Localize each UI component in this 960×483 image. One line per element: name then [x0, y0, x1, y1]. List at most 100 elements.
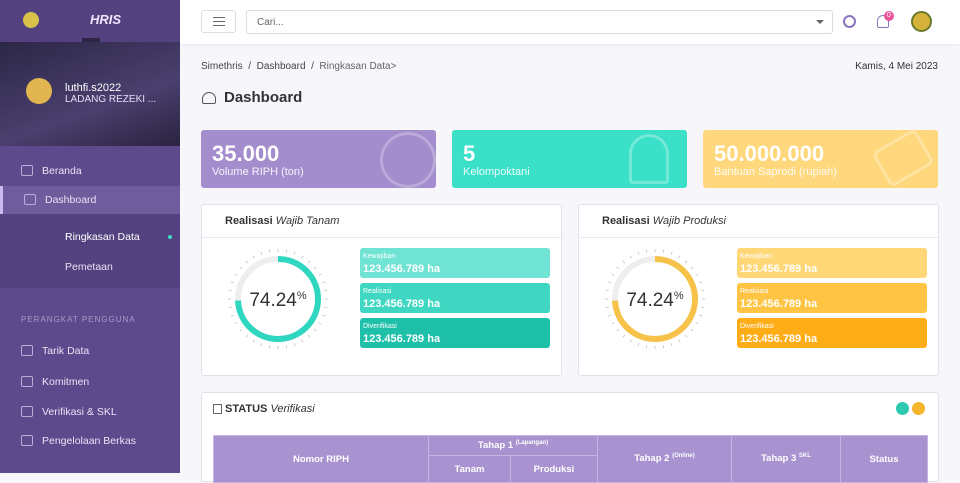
gauge-tick	[611, 273, 615, 276]
gauge-tick	[301, 255, 304, 259]
search-box[interactable]: Cari...	[246, 10, 833, 34]
th: Status	[840, 435, 928, 483]
th: Tahap 1 (Lapangan)	[428, 435, 598, 456]
settings-icon[interactable]	[843, 15, 856, 28]
menu-item[interactable]: Komitmen	[0, 368, 180, 396]
decor	[21, 376, 33, 387]
section-title: PERANGKAT PENGGUNA	[21, 315, 136, 324]
text: Tahap 3	[761, 453, 797, 465]
metric-label: Diverifikasi	[740, 323, 774, 330]
notification-icon[interactable]	[877, 15, 889, 28]
gauge-arc	[612, 256, 698, 342]
gauge-tick	[321, 281, 326, 284]
gauge-tick	[239, 266, 243, 270]
th: Tanam	[428, 455, 511, 483]
decor	[168, 235, 172, 239]
gauge-tick	[301, 339, 304, 343]
menu-item[interactable]: Beranda	[0, 157, 180, 185]
fullscreen-button[interactable]	[912, 402, 925, 415]
gauge-tick	[684, 260, 688, 264]
gauge-tick	[293, 342, 296, 347]
gauge-tick	[324, 289, 328, 292]
menu-label: Beranda	[42, 165, 82, 177]
gauge-tick	[701, 306, 705, 309]
gauge-tick	[662, 249, 665, 253]
menu-item[interactable]: Pengelolaan Berkas	[0, 427, 180, 455]
search-placeholder: Cari...	[257, 17, 284, 28]
gauge-tick	[285, 249, 288, 253]
crumb[interactable]: Simethris	[201, 61, 243, 72]
menu-item[interactable]: Verifikasi & SKL	[0, 398, 180, 426]
submenu: Ringkasan Data Pemetaan	[0, 214, 180, 288]
gauge-tick	[228, 289, 232, 292]
gauge-tick	[629, 339, 632, 343]
decor	[871, 128, 935, 188]
notification-badge: 0	[884, 11, 894, 21]
decor	[380, 132, 436, 188]
gauge-tick	[234, 322, 238, 325]
metric-bar: Diverifikasi 123.456.789 ha	[737, 318, 927, 348]
status-panel: STATUS Verifikasi Nomor RIPH Tahap 1 (Lap…	[201, 392, 939, 483]
menu-label: Pengelolaan Berkas	[42, 435, 136, 447]
panel: Realisasi Wajib Produksi 74.24% Kewajiban 1…	[578, 204, 939, 376]
decor	[21, 435, 33, 446]
metric-bar: Diverifikasi 123.456.789 ha	[360, 318, 550, 348]
main: Cari... 0 Simethris / Dashboard / Ringka…	[180, 0, 960, 483]
gauge-tick	[622, 260, 626, 264]
menu-item[interactable]: Tarik Data	[0, 337, 180, 365]
gauge-tick	[268, 249, 271, 253]
stat-label: Volume RIPH (ton)	[212, 166, 304, 178]
gauge-tick	[607, 314, 612, 317]
decor: Nomor RIPH Tahap 1 (Lapangan) Tahap 2 (Onl…	[213, 435, 928, 483]
gauge-tick	[239, 328, 243, 332]
decor	[21, 165, 33, 176]
gauge-tick	[324, 306, 328, 309]
decor: Nomor RIPH Tahap 1 (Lapangan) Tahap 2 (Onl…	[213, 435, 928, 483]
breadcrumb: Simethris / Dashboard / Ringkasan Data>	[201, 61, 397, 72]
gauge-tick	[678, 255, 681, 259]
gauge-tick	[260, 251, 263, 256]
text: (Lapangan)	[515, 439, 549, 446]
gauge: 74.24%	[605, 249, 705, 349]
gauge-tick	[307, 260, 311, 264]
gauge-tick	[662, 345, 665, 349]
decor	[629, 134, 669, 184]
gauge-tick	[318, 322, 322, 325]
metric-label: Kewajiban	[363, 253, 396, 260]
gauge-tick	[611, 322, 615, 325]
collapse-button[interactable]	[896, 402, 909, 415]
metric-bar: Kewajiban 123.456.789 ha	[360, 248, 550, 278]
text: (Online)	[672, 453, 695, 460]
gauge-tick	[698, 281, 703, 284]
metric-value: 123.456.789 ha	[363, 333, 441, 345]
gauge-tick	[285, 345, 288, 349]
brand-text: HRIS	[90, 12, 122, 27]
submenu-item[interactable]: Ringkasan Data	[0, 223, 180, 251]
profile-icon[interactable]	[911, 11, 932, 32]
menu-item[interactable]: Dashboard	[0, 186, 180, 214]
gauge-tick	[318, 273, 322, 276]
status-table: Nomor RIPH Tahap 1 (Lapangan) Tahap 2 (Onl…	[213, 435, 928, 483]
menu-label: Verifikasi & SKL	[42, 406, 117, 418]
gauge-tick	[698, 314, 703, 317]
metric-value: 123.456.789 ha	[740, 298, 818, 310]
gauge-tick	[637, 342, 640, 347]
stat-value: 50.000.000	[714, 141, 825, 166]
crumb[interactable]: Dashboard	[256, 61, 306, 72]
menu-button[interactable]	[201, 10, 236, 33]
stat-label: Bantuan Saprodi (rupiah)	[714, 166, 837, 178]
submenu-item[interactable]: Pemetaan	[0, 253, 180, 281]
stat-card: 35.000 Volume RIPH (ton)	[201, 130, 436, 188]
submenu-label: Ringkasan Data	[65, 231, 140, 243]
gauge-tick	[313, 328, 317, 332]
decor	[213, 20, 225, 22]
gauge-tick	[684, 334, 688, 338]
brand-bar: HRIS	[0, 0, 180, 52]
gauge-tick	[252, 339, 255, 343]
metric-label: Diverifikasi	[363, 323, 397, 330]
panel-header: Realisasi Wajib Produksi	[579, 205, 938, 238]
gauge-tick	[228, 306, 232, 309]
gauge-tick	[695, 322, 699, 325]
panel-title: Realisasi	[602, 215, 650, 227]
page-title: Dashboard	[224, 89, 303, 106]
